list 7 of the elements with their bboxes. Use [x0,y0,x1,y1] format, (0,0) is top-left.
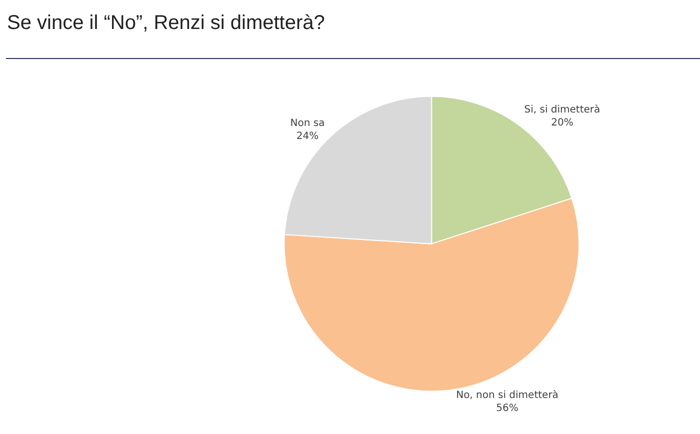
slice-label: Non sa [290,118,325,129]
slice-label: Si, si dimetterà [524,104,600,116]
data-label: 24% [296,130,319,142]
data-label: 56% [496,402,518,414]
chart-title: Se vince il “No”, Renzi si dimetterà? [7,12,325,34]
data-label: 20% [551,118,574,129]
slice-label: No, non si dimetterà [456,390,558,401]
